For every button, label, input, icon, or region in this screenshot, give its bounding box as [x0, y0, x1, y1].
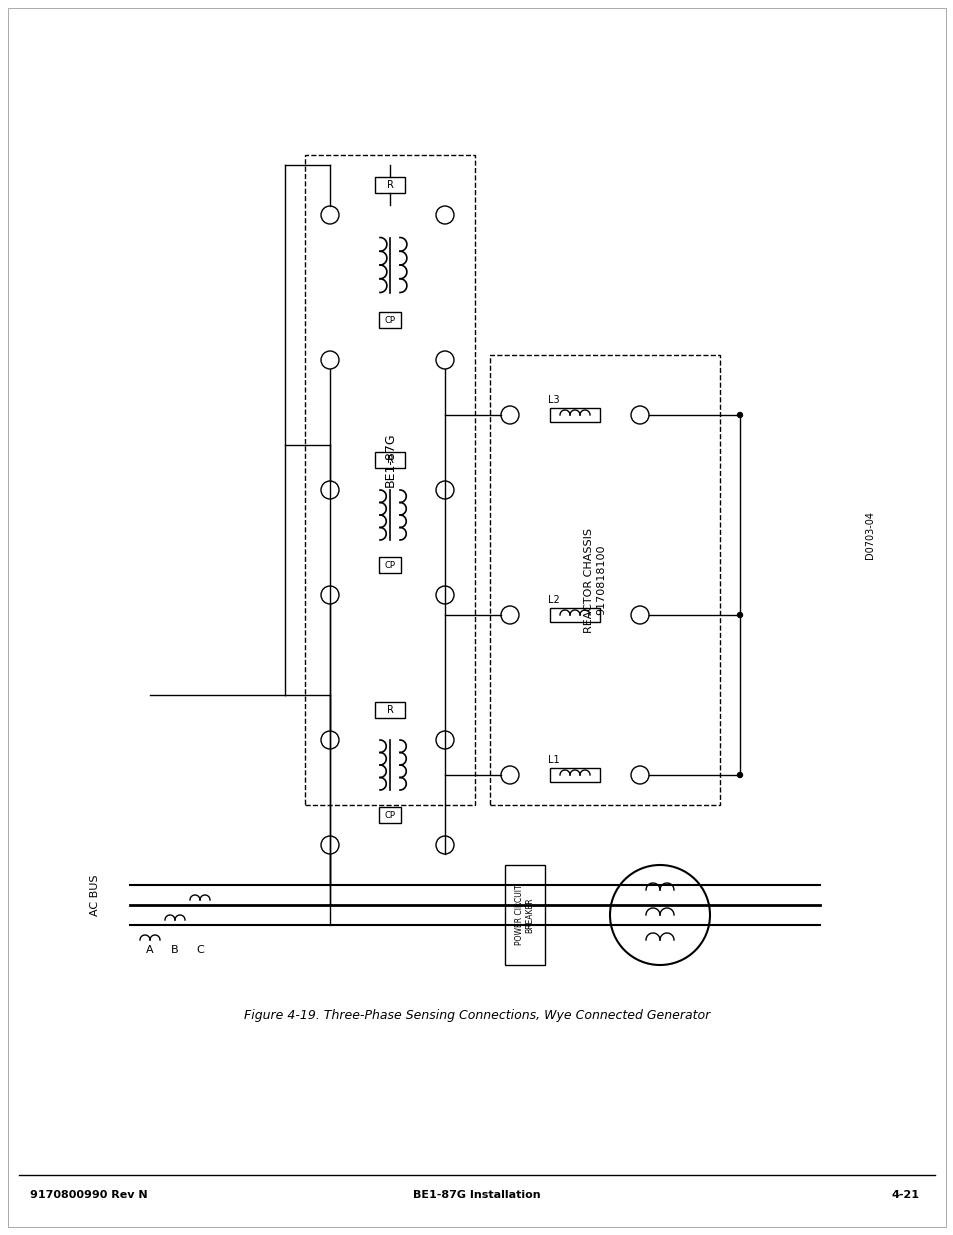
- Text: Figure 4-19. Three-Phase Sensing Connections, Wye Connected Generator: Figure 4-19. Three-Phase Sensing Connect…: [244, 1009, 709, 1021]
- Text: 9170800990 Rev N: 9170800990 Rev N: [30, 1191, 148, 1200]
- Text: REACTOR CHASSIS
9170818100: REACTOR CHASSIS 9170818100: [583, 527, 605, 632]
- Text: L3: L3: [548, 395, 559, 405]
- Circle shape: [737, 773, 741, 778]
- Bar: [305, 156, 475, 805]
- Text: BE1-87G: BE1-87G: [383, 432, 396, 488]
- Bar: [375, 177, 405, 193]
- Text: POWER CIRCUIT
BREAKER: POWER CIRCUIT BREAKER: [515, 884, 534, 945]
- Bar: [550, 768, 599, 782]
- Text: R: R: [386, 180, 393, 190]
- Bar: [378, 312, 400, 329]
- Bar: [375, 701, 405, 718]
- Bar: [550, 408, 599, 422]
- Text: D0703-04: D0703-04: [864, 511, 874, 559]
- Bar: [375, 452, 405, 468]
- Circle shape: [737, 412, 741, 417]
- Bar: [490, 354, 720, 805]
- Bar: [550, 608, 599, 622]
- Text: B: B: [171, 945, 178, 955]
- Bar: [378, 806, 400, 823]
- Text: BE1-87G Installation: BE1-87G Installation: [413, 1191, 540, 1200]
- Text: CP: CP: [384, 315, 395, 325]
- Text: L1: L1: [548, 755, 559, 764]
- Text: A: A: [146, 945, 153, 955]
- Bar: [378, 557, 400, 573]
- Text: AC BUS: AC BUS: [90, 874, 100, 915]
- Text: R: R: [386, 454, 393, 466]
- Text: CP: CP: [384, 810, 395, 820]
- Text: L2: L2: [548, 595, 559, 605]
- Bar: [504, 864, 544, 965]
- Text: C: C: [196, 945, 204, 955]
- Text: R: R: [386, 705, 393, 715]
- Circle shape: [737, 613, 741, 618]
- Text: CP: CP: [384, 561, 395, 569]
- Text: 4-21: 4-21: [891, 1191, 919, 1200]
